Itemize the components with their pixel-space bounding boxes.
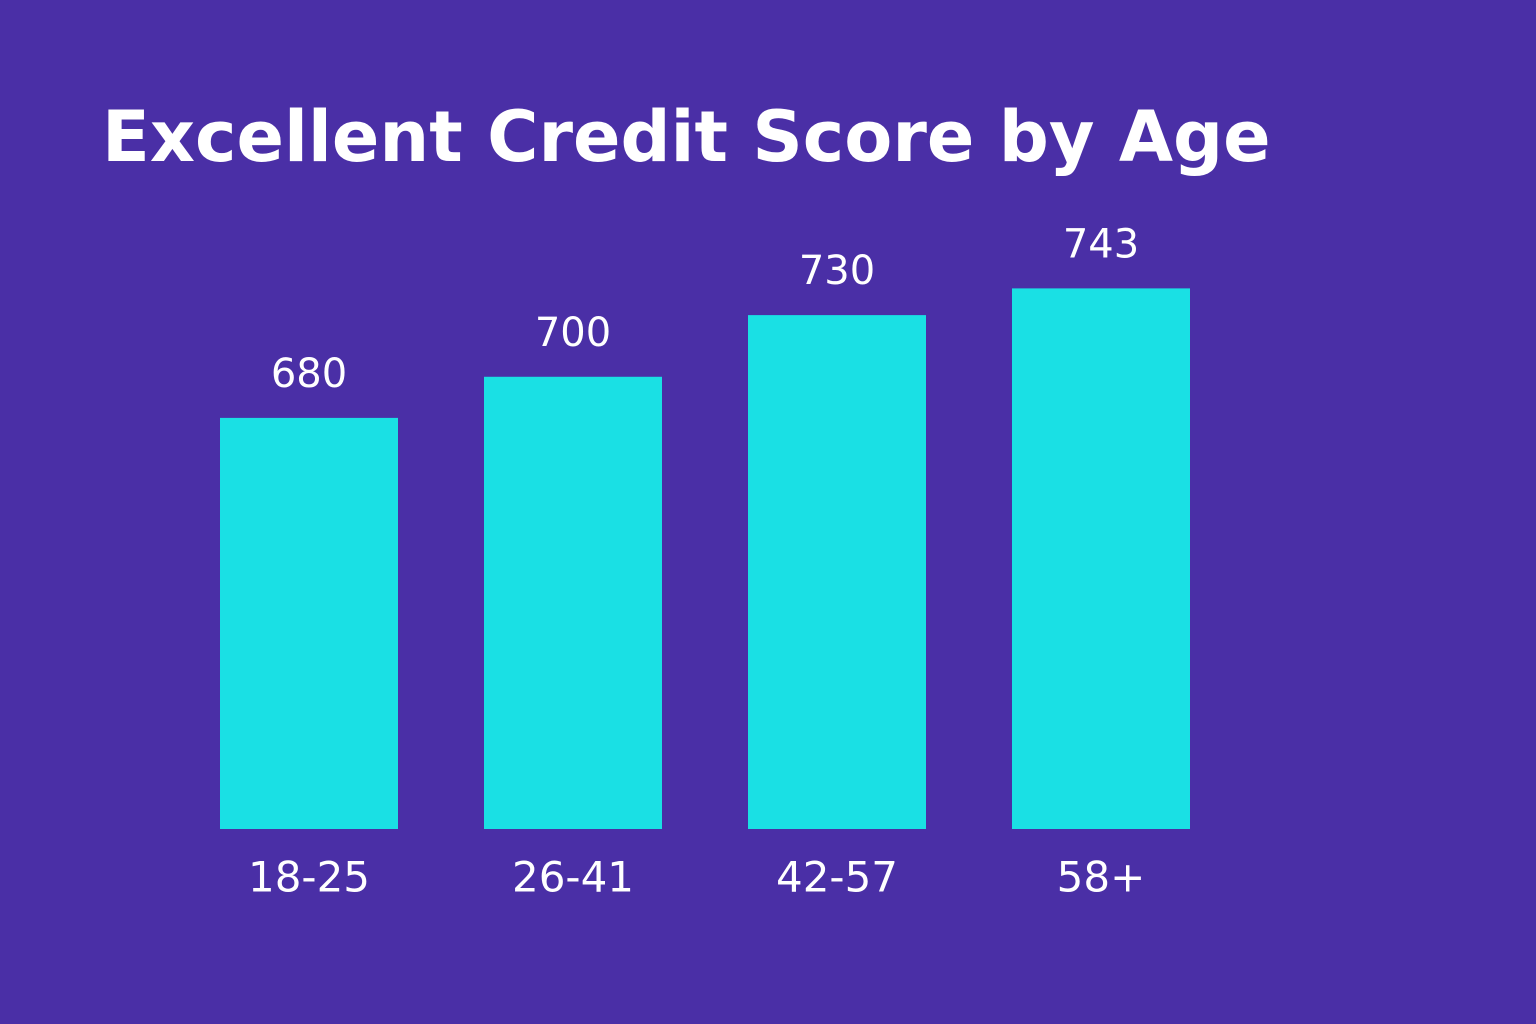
x-tick-label: 58+: [1057, 853, 1146, 902]
value-label: 743: [1063, 221, 1139, 267]
value-label: 700: [535, 310, 611, 356]
chart-title: Excellent Credit Score by Age: [102, 96, 1271, 178]
bar: [748, 315, 926, 830]
x-tick-label: 42-57: [776, 853, 898, 902]
x-tick-label: 18-25: [248, 853, 370, 902]
bar: [220, 417, 398, 829]
value-label: 730: [799, 248, 875, 294]
bar: [1012, 288, 1190, 829]
value-label: 680: [271, 351, 347, 397]
bar: [484, 376, 662, 829]
x-tick-label: 26-41: [512, 853, 634, 902]
